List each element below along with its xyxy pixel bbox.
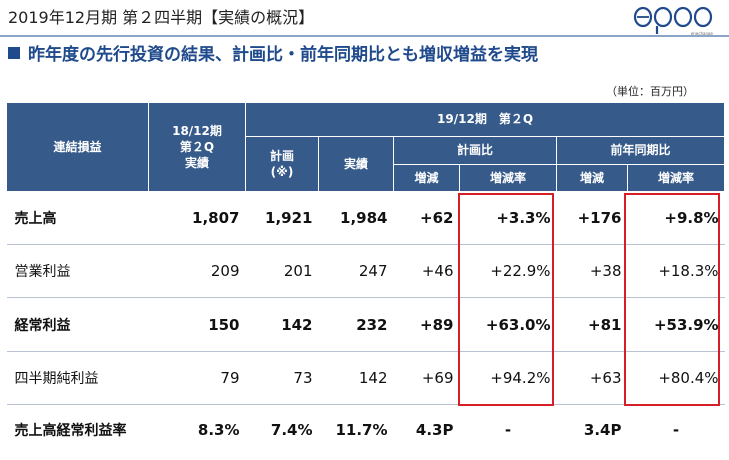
page-header: 2019年12月期 第２四半期【実績の概況】 (8, 8, 315, 27)
cell-plan: 1,921 (245, 191, 319, 245)
cell-plan: 7.4% (270, 420, 313, 439)
cell-plan-diff: +89 (393, 297, 460, 352)
table-row: 四半期純利益 79 73 142 +69 +94.2% +63 +80.4% (6, 351, 725, 405)
cell-plan-diff: +46 (393, 244, 460, 298)
results-table: 連結損益 18/12期 第２Q 実績 19/12期 第２Q 計画 (※) 実績 計画比… (6, 102, 726, 455)
cell-prev-diff: +81 (556, 297, 628, 352)
header-actual: 実績 (318, 136, 394, 192)
row-label: 営業利益 (6, 244, 149, 298)
header-current-period: 19/12期 第２Q (244, 102, 726, 137)
row-label: 売上高 (6, 191, 149, 245)
company-logo: enechange (633, 6, 714, 36)
cell-prev: 150 (148, 297, 246, 352)
cell-prev: 209 (148, 244, 246, 298)
logo-tagline: enechange (691, 31, 714, 36)
cell-plan: 73 (245, 351, 319, 405)
cell-actual: 142 (318, 351, 394, 405)
highlight-box-prev-rate (624, 193, 720, 406)
header-prev-rate: 増減率 (626, 164, 726, 192)
cell-plan-rate: +94.2% (459, 351, 557, 405)
table-row: 営業利益 209 201 247 +46 +22.9% +38 +18.3% (6, 244, 725, 298)
cell-prev-rate: +9.8% (627, 191, 725, 245)
cell-actual: 1,984 (318, 191, 394, 245)
cell-plan-rate: - (504, 420, 512, 439)
cell-prev-diff: +176 (556, 191, 628, 245)
cell-plan-diff: +62 (393, 191, 460, 245)
header-consolidated: 連結損益 (6, 102, 149, 192)
square-bullet-icon (8, 47, 20, 59)
header-prev-diff: 増減 (556, 164, 628, 192)
cell-prev-rate: +53.9% (627, 297, 725, 352)
cell-plan-rate: +22.9% (459, 244, 557, 298)
slide-subtitle: 昨年度の先行投資の結果、計画比・前年同期比とも増収増益を実現 (8, 40, 538, 65)
row-label: 売上高経常利益率 (14, 422, 127, 439)
row-label: 四半期純利益 (6, 351, 149, 405)
cell-plan: 142 (245, 297, 319, 352)
cell-prev-diff: +38 (556, 244, 628, 298)
cell-prev: 1,807 (148, 191, 246, 245)
cell-actual: 11.7% (335, 420, 388, 439)
header-vs-prev: 前年同期比 (555, 136, 726, 165)
cell-prev-diff: 3.4P (583, 420, 622, 439)
cell-plan-diff: +69 (393, 351, 460, 405)
cell-prev-rate: +80.4% (627, 351, 725, 405)
cell-plan: 201 (245, 244, 319, 298)
cell-plan-diff: 4.3P (415, 420, 454, 439)
subtitle-text: 昨年度の先行投資の結果、計画比・前年同期比とも増収増益を実現 (28, 45, 538, 65)
header-vs-plan: 計画比 (393, 136, 557, 165)
cell-prev: 8.3% (197, 420, 240, 439)
header-plan-diff: 増減 (393, 164, 460, 192)
cell-prev-diff: +63 (556, 351, 628, 405)
cell-actual: 247 (318, 244, 394, 298)
cell-prev-rate: +18.3% (627, 244, 725, 298)
highlight-box-plan-rate (458, 193, 554, 406)
unit-label: （単位：百万円） (606, 85, 694, 98)
cell-prev-rate: - (672, 420, 680, 439)
cell-actual: 232 (318, 297, 394, 352)
header-plan-rate: 増減率 (459, 164, 557, 192)
table-row: 売上高経常利益率 8.3% 7.4% 11.7% 4.3P - 3.4P - (7, 405, 725, 455)
header-divider (0, 35, 729, 37)
cell-prev: 79 (148, 351, 246, 405)
header-plan: 計画 (※) (245, 136, 319, 192)
table-row: 売上高 1,807 1,921 1,984 +62 +3.3% +176 +9.… (6, 191, 725, 245)
row-label: 経常利益 (6, 297, 149, 352)
table-row: 経常利益 150 142 232 +89 +63.0% +81 +53.9% (6, 297, 725, 352)
cell-plan-rate: +63.0% (459, 297, 557, 352)
cell-plan-rate: +3.3% (459, 191, 557, 245)
header-prev-year: 18/12期 第２Q 実績 (148, 102, 246, 192)
